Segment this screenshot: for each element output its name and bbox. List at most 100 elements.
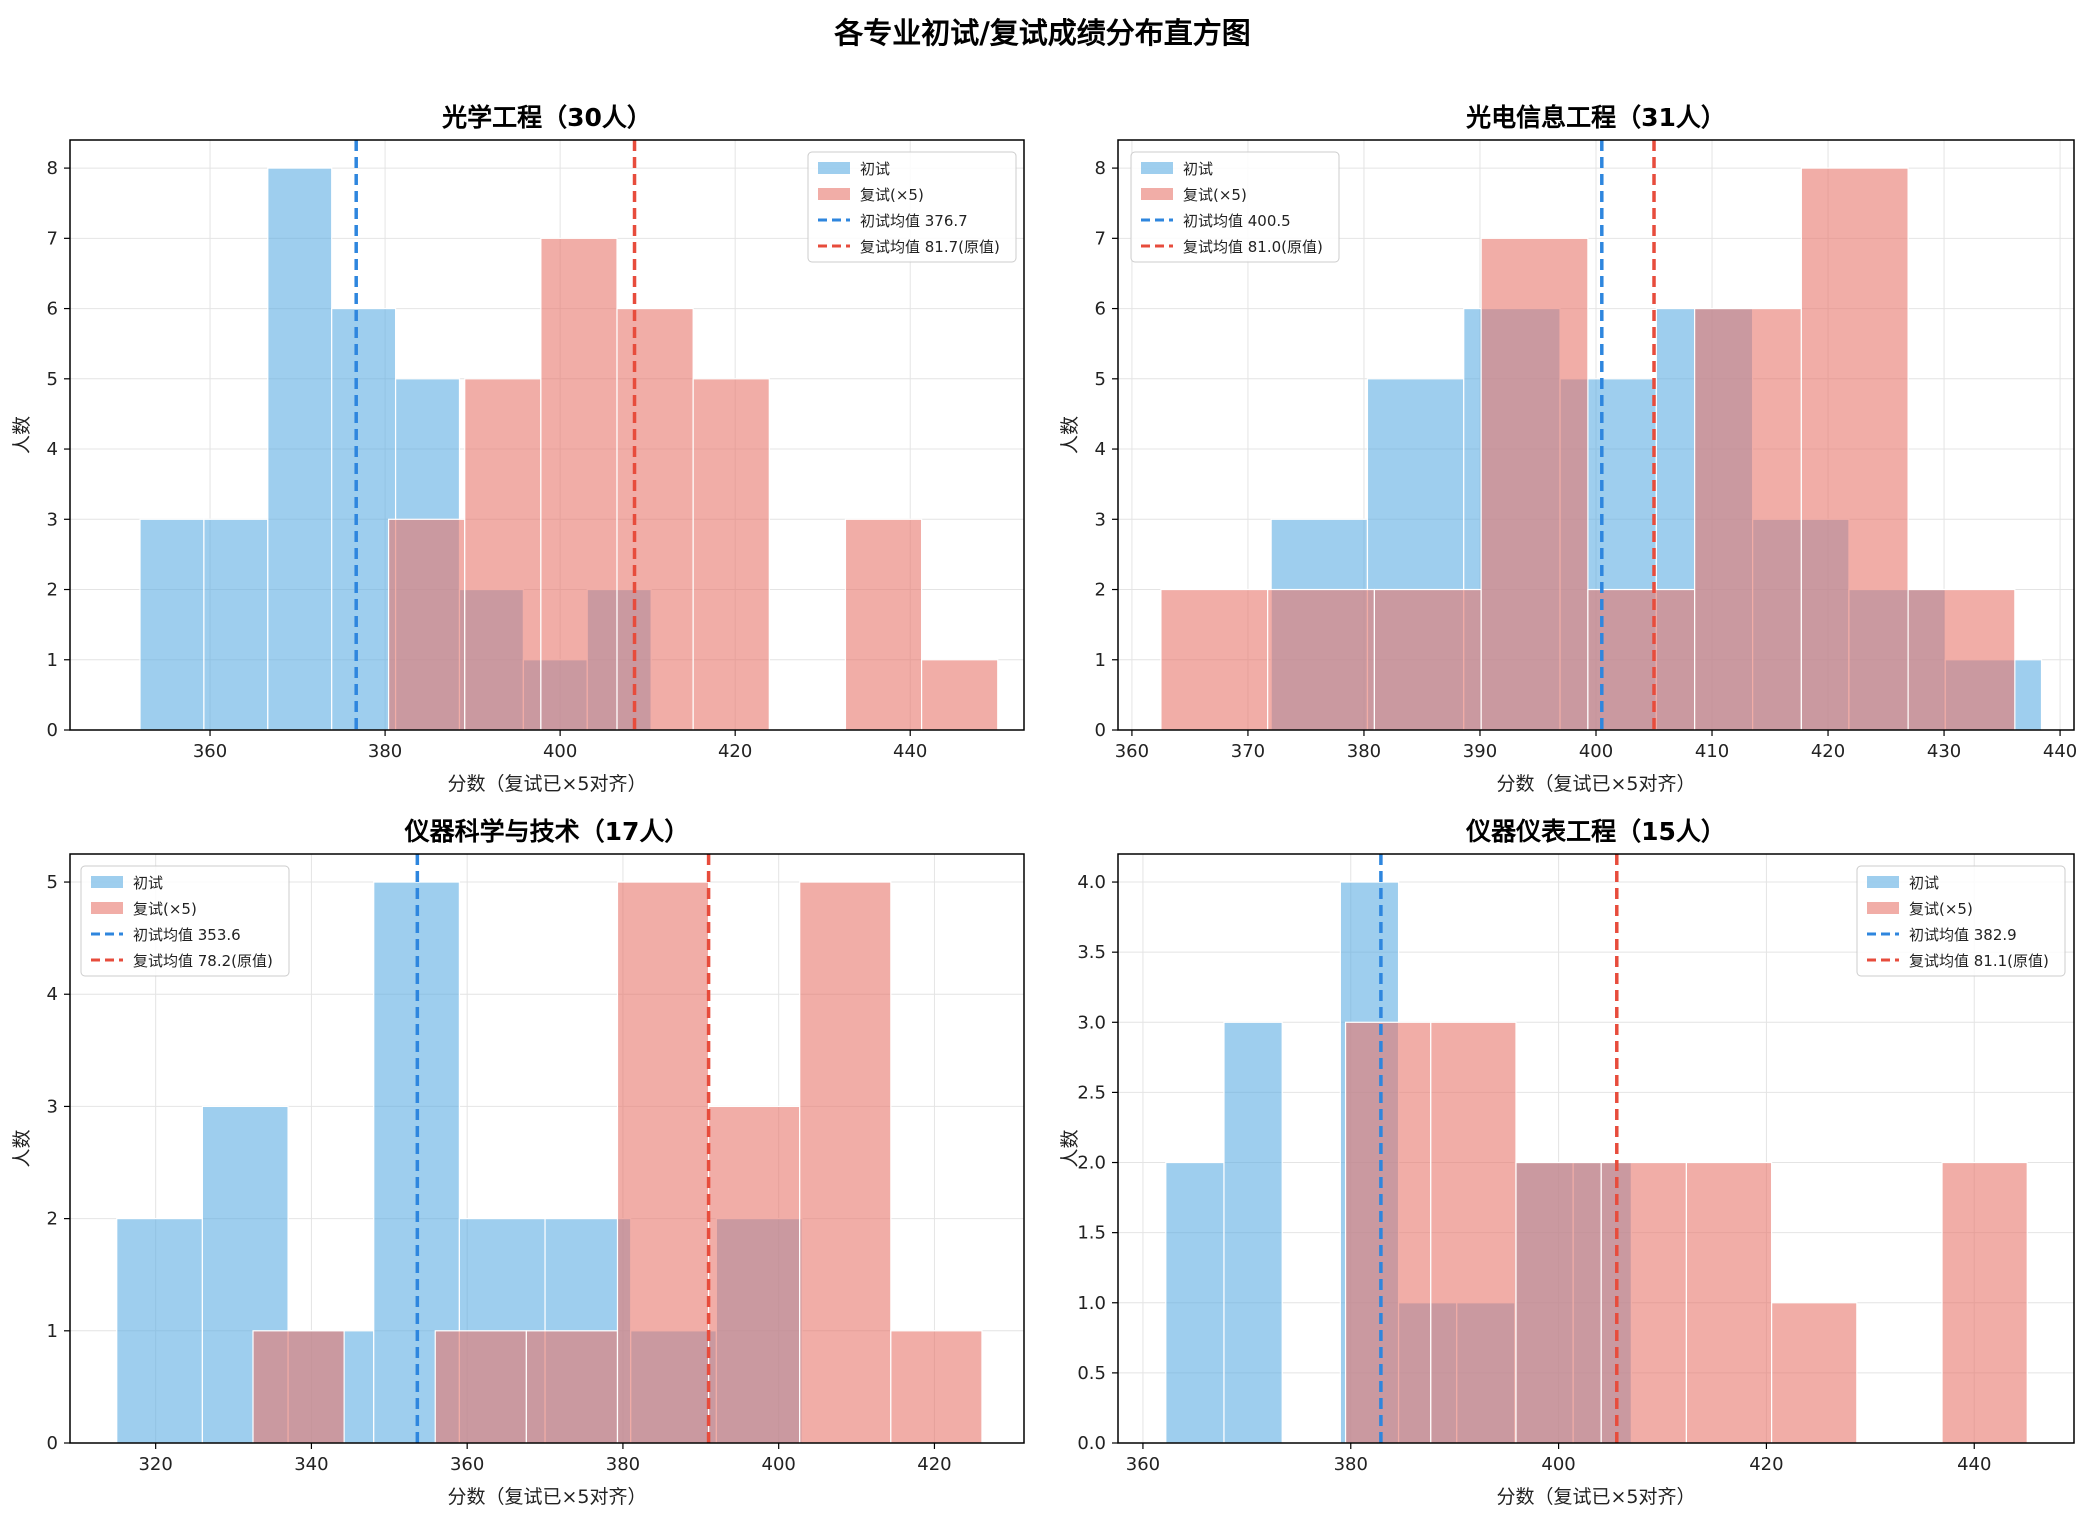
x-tick-label: 400 — [1579, 741, 1613, 762]
x-tick-label: 430 — [1927, 741, 1961, 762]
legend-swatch-patch-initial — [1867, 876, 1899, 888]
y-axis-label: 人数 — [1059, 1129, 1081, 1167]
y-tick-label: 6 — [1095, 299, 1106, 320]
legend-swatch-patch-retest — [1141, 188, 1173, 200]
legend-box — [1130, 151, 1340, 263]
initial-bar — [331, 307, 397, 731]
x-tick-label: 380 — [1347, 741, 1381, 762]
legend-label: 初试均值 353.6 — [133, 926, 241, 944]
retest-bar — [464, 378, 542, 731]
x-tick-label: 420 — [1811, 741, 1845, 762]
y-tick-label: 1.5 — [1077, 1223, 1106, 1244]
y-tick-label: 0.0 — [1077, 1433, 1106, 1454]
legend-swatch-patch-initial — [818, 162, 850, 174]
axes-frame — [69, 139, 1025, 731]
y-tick-label: 0.5 — [1077, 1363, 1106, 1384]
legend-label: 初试均值 382.9 — [1909, 926, 2017, 944]
x-tick-label: 440 — [893, 741, 927, 762]
retest-bar — [1515, 1161, 1602, 1444]
subplot-2: 360 370 380 390 400 410 420 430 440 0 1 2 3 4 5 6 7 8 光电信息… — [1059, 103, 2077, 795]
initial-bar — [203, 518, 269, 731]
legend-label: 初试均值 400.5 — [1183, 212, 1291, 230]
y-tick-label: 2 — [47, 580, 58, 601]
y-tick-label: 4.0 — [1077, 872, 1106, 893]
legend-box — [807, 151, 1017, 263]
retest-bar — [252, 1330, 345, 1444]
legend-label: 初试 — [133, 874, 163, 892]
subplot-1: 360 380 400 420 440 0 1 2 3 4 5 6 7 8 光学工程（30人） 分数（复试已×… — [11, 103, 1025, 795]
legend-swatch-patch-retest — [818, 188, 850, 200]
x-tick-label: 400 — [762, 1454, 796, 1475]
x-tick-label: 360 — [1115, 741, 1149, 762]
axes-frame — [1117, 853, 2075, 1444]
retest-bar — [799, 881, 892, 1444]
x-axis-label: 分数（复试已×5对齐） — [447, 1486, 646, 1508]
x-tick-label: 390 — [1463, 741, 1497, 762]
subplot-title: 光电信息工程（31人） — [1465, 103, 1726, 132]
initial-bar — [116, 1218, 203, 1444]
y-tick-label: 4 — [1095, 439, 1106, 460]
legend-swatch-patch-initial — [1141, 162, 1173, 174]
y-tick-label: 2.5 — [1077, 1082, 1106, 1103]
legend-label: 复试均值 81.7(原值) — [860, 238, 1000, 256]
x-tick-label: 420 — [1749, 1454, 1783, 1475]
retest-bar — [1480, 237, 1589, 731]
retest-bar — [692, 378, 770, 731]
x-tick-label: 400 — [543, 741, 577, 762]
legend-label: 复试(×5) — [133, 900, 197, 918]
legend-swatch-patch-initial — [91, 876, 123, 888]
retest-bar — [1685, 1161, 1773, 1444]
x-tick-label: 380 — [1334, 1454, 1368, 1475]
y-tick-label: 0 — [1095, 720, 1106, 741]
y-tick-label: 0 — [47, 720, 58, 741]
y-axis-label: 人数 — [11, 1129, 33, 1167]
y-tick-label: 2.0 — [1077, 1153, 1106, 1174]
initial-bar — [139, 518, 205, 731]
x-axis-label: 分数（复试已×5对齐） — [1496, 773, 1695, 795]
y-tick-label: 3.0 — [1077, 1012, 1106, 1033]
y-tick-label: 1.0 — [1077, 1293, 1106, 1314]
x-axis-label: 分数（复试已×5对齐） — [447, 773, 646, 795]
y-axis-label: 人数 — [1059, 416, 1081, 454]
retest-bar — [1907, 588, 2016, 731]
y-tick-label: 2 — [47, 1209, 58, 1230]
y-tick-label: 8 — [1095, 158, 1106, 179]
legend-label: 复试(×5) — [1909, 900, 1973, 918]
y-tick-label: 7 — [47, 228, 58, 249]
x-tick-label: 360 — [193, 741, 227, 762]
y-tick-label: 5 — [1095, 369, 1106, 390]
legend-box — [1856, 865, 2066, 977]
x-tick-label: 420 — [718, 741, 752, 762]
legend-label: 初试均值 376.7 — [860, 212, 968, 230]
y-tick-label: 5 — [47, 369, 58, 390]
legend-swatch-patch-retest — [91, 902, 123, 914]
y-tick-label: 1 — [1095, 650, 1106, 671]
retest-bar — [387, 518, 466, 731]
retest-bar — [920, 659, 999, 731]
legend-box — [80, 865, 290, 977]
x-tick-label: 440 — [1957, 1454, 1991, 1475]
y-tick-label: 5 — [47, 872, 58, 893]
x-tick-label: 380 — [368, 741, 402, 762]
retest-bar — [525, 1330, 619, 1444]
initial-bar — [267, 167, 333, 731]
retest-bar — [540, 237, 618, 731]
legend-label: 复试均值 81.0(原值) — [1183, 238, 1323, 256]
subplot-title: 光学工程（30人） — [441, 103, 652, 132]
y-tick-label: 8 — [47, 158, 58, 179]
x-axis-label: 分数（复试已×5对齐） — [1496, 1486, 1695, 1508]
y-tick-label: 3.5 — [1077, 942, 1106, 963]
x-tick-label: 340 — [294, 1454, 328, 1475]
subplot-3: 320 340 360 380 400 420 0 1 2 3 4 5 仪器科学与技术（17人） 分数（复… — [11, 817, 1025, 1508]
y-tick-label: 3 — [1095, 509, 1106, 530]
retest-bar — [1941, 1161, 2028, 1444]
y-tick-label: 6 — [47, 299, 58, 320]
x-tick-label: 410 — [1695, 741, 1729, 762]
x-tick-label: 420 — [917, 1454, 951, 1475]
legend-label: 初试 — [1909, 874, 1939, 892]
x-tick-label: 320 — [138, 1454, 172, 1475]
